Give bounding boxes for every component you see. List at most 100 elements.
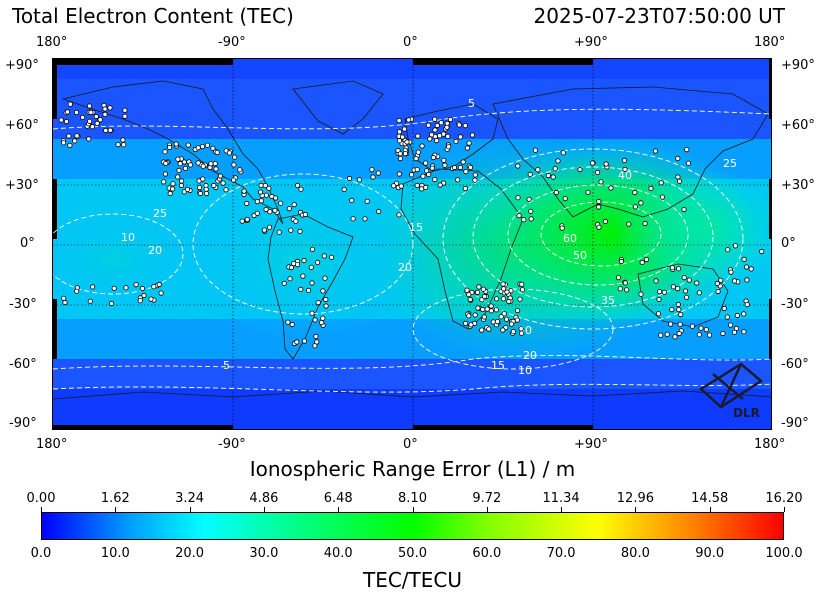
lon-tick-bottom: -90° [218, 437, 246, 452]
station-marker [462, 186, 468, 192]
colorbar-top-tick: 12.96 [616, 491, 654, 506]
contour-line [472, 166, 714, 308]
station-marker [67, 101, 73, 107]
station-marker [476, 284, 482, 290]
colorbar-bottom-tick: 70.0 [546, 546, 576, 561]
lon-tick-top: 180° [36, 35, 68, 50]
station-marker [232, 154, 238, 160]
lon-tick-bottom: 0° [403, 437, 418, 452]
station-marker [288, 265, 294, 271]
contour-label: 15 [491, 359, 505, 372]
station-marker [675, 266, 682, 272]
station-marker [396, 138, 403, 144]
station-marker [86, 136, 92, 142]
station-marker [173, 141, 179, 147]
lat-tick-left: -30° [9, 297, 37, 312]
station-marker [500, 296, 506, 302]
station-marker [163, 160, 169, 167]
station-marker [589, 160, 596, 166]
station-marker [432, 116, 438, 122]
station-marker [632, 189, 638, 196]
station-marker [293, 218, 299, 224]
contour-label: 20 [398, 261, 412, 274]
edge-bars [53, 59, 771, 429]
station-marker [472, 312, 478, 318]
station-marker [685, 160, 692, 166]
station-marker [111, 285, 117, 291]
tec-map: 5 5 10 10 15 15 20 20 20 25 25 30 35 40 … [52, 58, 772, 430]
station-marker [294, 339, 300, 345]
contour-label: 10 [518, 364, 532, 377]
station-marker [286, 206, 292, 212]
station-marker [438, 120, 444, 126]
station-marker [498, 314, 504, 320]
station-marker [257, 189, 264, 195]
station-marker [139, 285, 146, 292]
station-marker [488, 308, 494, 314]
station-marker [598, 179, 604, 185]
station-marker [107, 105, 113, 111]
station-marker [457, 134, 464, 140]
contour-label: 60 [563, 232, 577, 245]
asia-coast [492, 86, 769, 218]
station-marker [715, 288, 721, 295]
station-marker [300, 273, 306, 279]
contour-label: 50 [573, 249, 587, 262]
station-marker [107, 127, 113, 133]
station-marker [639, 259, 645, 265]
colorbar-top-tick: 4.86 [249, 491, 279, 506]
station-marker [460, 159, 466, 165]
station-marker [732, 243, 739, 249]
station-marker [743, 264, 750, 270]
station-marker [741, 256, 747, 262]
station-marker [177, 161, 183, 167]
station-marker [231, 177, 237, 183]
station-marker [408, 172, 415, 178]
colorbar-top-tick: 8.10 [398, 491, 427, 506]
station-marker [425, 122, 431, 128]
station-marker [414, 182, 420, 189]
station-marker [441, 157, 447, 163]
station-marker [669, 265, 676, 271]
station-marker [518, 326, 524, 332]
station-marker [675, 155, 681, 162]
station-marker [721, 305, 727, 312]
station-marker [703, 326, 709, 333]
station-marker [519, 281, 525, 287]
station-marker [72, 138, 78, 144]
station-marker [682, 288, 689, 294]
station-marker [62, 299, 68, 306]
station-marker [744, 302, 750, 308]
colorbar-bottom-tick: 80.0 [620, 546, 650, 561]
station-marker [466, 313, 472, 319]
station-marker [481, 314, 487, 320]
lon-tick-bottom: +90° [574, 437, 608, 452]
station-marker [622, 280, 629, 286]
station-marker [500, 281, 506, 287]
station-marker [199, 144, 206, 150]
lat-tick-left: -60° [9, 357, 37, 372]
colorbar-tick-mark [338, 507, 340, 512]
station-marker [94, 120, 100, 127]
colorbar-bottom-tick: 40.0 [323, 546, 353, 561]
station-marker [241, 188, 247, 194]
dlr-logo: DLR [698, 362, 764, 420]
antarctica-coast [53, 390, 771, 400]
station-marker [419, 143, 425, 149]
station-marker [162, 171, 169, 177]
station-marker [464, 145, 470, 151]
station-marker [453, 138, 459, 145]
station-marker [748, 266, 754, 272]
station-marker [276, 229, 282, 235]
station-marker [437, 182, 443, 188]
colorbar-bottom-tick: 50.0 [398, 546, 427, 561]
contour-label: 10 [121, 231, 135, 244]
station-marker [370, 174, 376, 180]
station-marker [527, 171, 533, 178]
station-marker [350, 216, 356, 222]
colorbar-tick-mark [263, 507, 265, 512]
station-marker [397, 155, 403, 162]
station-marker [244, 216, 250, 222]
station-marker [64, 109, 71, 115]
station-marker [659, 194, 666, 200]
